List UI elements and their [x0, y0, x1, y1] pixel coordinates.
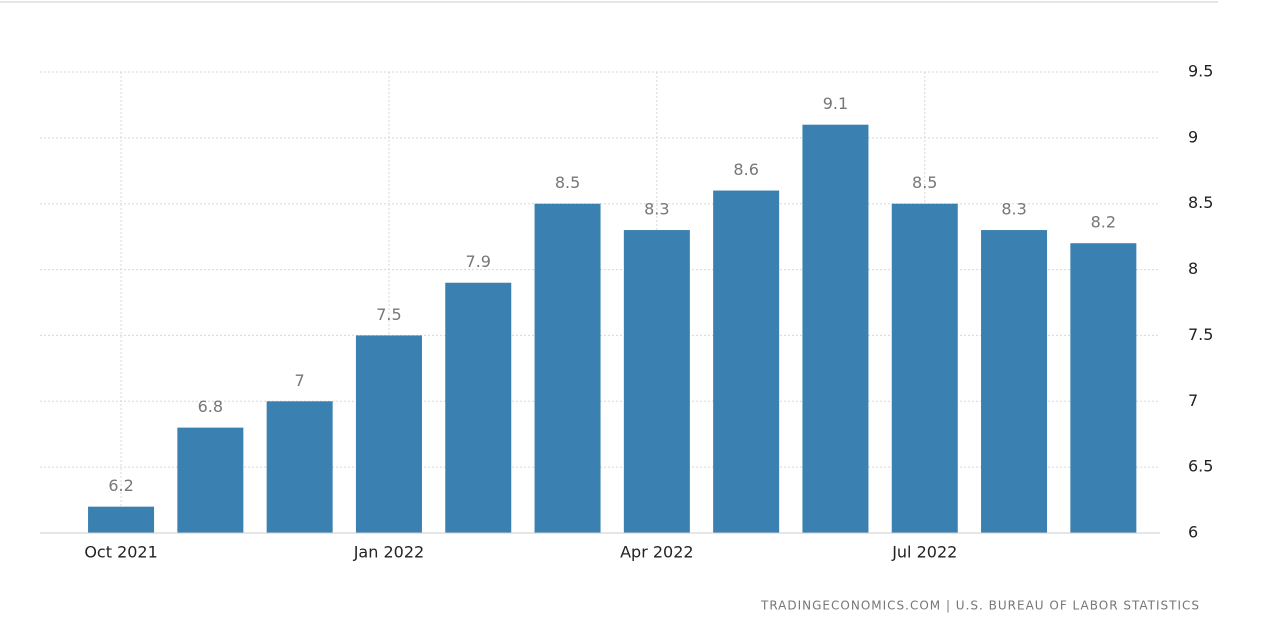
- data-label: 8.5: [555, 173, 580, 192]
- data-label: 8.6: [733, 160, 758, 179]
- data-label: 9.1: [823, 94, 848, 113]
- y-tick-label: 8: [1188, 259, 1198, 278]
- bar: [355, 335, 422, 533]
- data-label: 7.5: [376, 305, 401, 324]
- x-tick-label: Jul 2022: [891, 543, 957, 562]
- bar: [1070, 243, 1137, 533]
- x-tick-label: Jan 2022: [353, 543, 424, 562]
- bar: [623, 230, 690, 534]
- y-tick-label: 8.5: [1188, 193, 1213, 212]
- data-label: 8.5: [912, 173, 937, 192]
- data-label: 8.3: [1001, 200, 1026, 219]
- bar: [177, 427, 244, 533]
- data-label: 8.2: [1091, 213, 1116, 232]
- bar: [713, 190, 780, 534]
- bar: [88, 506, 155, 533]
- bar: [891, 203, 958, 533]
- y-tick-label: 6.5: [1188, 457, 1213, 476]
- bar: [802, 124, 869, 533]
- data-label: 7: [295, 371, 305, 390]
- bar: [445, 282, 512, 533]
- x-tick-label: Oct 2021: [84, 543, 157, 562]
- bar: [534, 203, 601, 533]
- x-tick-label: Apr 2022: [620, 543, 693, 562]
- data-label: 6.2: [108, 476, 133, 495]
- bar: [266, 401, 333, 533]
- y-tick-label: 9: [1188, 127, 1198, 146]
- data-label: 8.3: [644, 200, 669, 219]
- data-label: 6.8: [198, 397, 223, 416]
- data-label: 7.9: [466, 252, 491, 271]
- source-note: TRADINGECONOMICS.COM | U.S. BUREAU OF LA…: [760, 599, 1200, 613]
- bar: [981, 230, 1048, 534]
- y-tick-label: 9.5: [1188, 62, 1213, 81]
- y-tick-label: 7: [1188, 391, 1198, 410]
- y-tick-label: 6: [1188, 523, 1198, 542]
- y-tick-label: 7.5: [1188, 325, 1213, 344]
